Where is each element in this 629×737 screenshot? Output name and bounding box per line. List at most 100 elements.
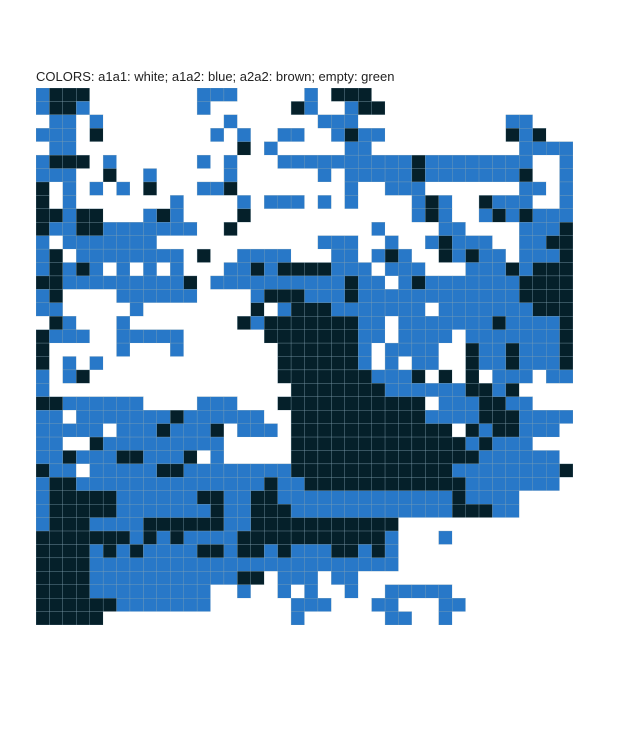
grid-cell-a1a1-white	[197, 450, 211, 464]
grid-cell-a1a2-blue	[89, 410, 104, 424]
grid-cell-a1a1-white	[492, 114, 506, 129]
grid-cell-a1a1-white	[36, 141, 50, 156]
grid-cell-a2a2-brown	[465, 383, 480, 397]
grid-cell-a2a2-brown	[331, 342, 345, 357]
grid-cell-a2a2-brown	[398, 423, 413, 438]
grid-cell-a1a1-white	[519, 544, 533, 558]
grid-cell-a1a2-blue	[384, 262, 399, 277]
grid-cell-a1a2-blue	[438, 289, 453, 303]
grid-cell-a1a1-white	[129, 383, 144, 397]
grid-cell-a2a2-brown	[277, 396, 292, 411]
grid-cell-a1a2-blue	[62, 423, 77, 438]
grid-cell-a1a2-blue	[398, 504, 413, 518]
grid-cell-a2a2-brown	[344, 342, 359, 357]
grid-cell-a2a2-brown	[89, 436, 104, 451]
grid-cell-a1a1-white	[76, 128, 90, 142]
grid-cell-a1a1-white	[183, 383, 198, 397]
grid-cell-a2a2-brown	[559, 235, 573, 250]
grid-cell-a1a2-blue	[143, 597, 157, 612]
grid-cell-a1a2-blue	[223, 517, 238, 532]
grid-cell-a1a2-blue	[398, 342, 413, 357]
grid-cell-a1a2-blue	[277, 571, 292, 585]
grid-cell-a1a1-white	[277, 181, 292, 196]
grid-cell-a2a2-brown	[545, 262, 560, 277]
grid-cell-a1a1-white	[264, 437, 278, 451]
grid-cell-a1a1-white	[250, 155, 265, 169]
grid-cell-a1a2-blue	[371, 302, 386, 317]
grid-cell-a1a2-blue	[505, 275, 520, 290]
grid-cell-a1a1-white	[103, 101, 117, 115]
grid-cell-a1a2-blue	[344, 195, 359, 209]
grid-cell-a1a1-white	[156, 302, 171, 317]
grid-cell-a2a2-brown	[358, 517, 372, 532]
grid-cell-a1a2-blue	[304, 597, 319, 612]
grid-cell-a1a1-white	[197, 316, 211, 330]
grid-cell-a1a2-blue	[425, 168, 439, 183]
grid-cell-a1a2-blue	[532, 450, 547, 465]
grid-cell-a1a1-white	[250, 598, 265, 612]
grid-cell-a2a2-brown	[49, 101, 64, 116]
grid-cell-a1a2-blue	[492, 450, 507, 465]
grid-cell-a1a1-white	[559, 598, 573, 612]
grid-cell-a1a2-blue	[519, 248, 533, 263]
grid-cell-a1a2-blue	[452, 463, 466, 478]
grid-cell-a1a2-blue	[331, 302, 345, 317]
grid-cell-a2a2-brown	[532, 289, 547, 303]
grid-cell-a1a1-white	[156, 235, 171, 250]
grid-cell-a1a1-white	[438, 181, 453, 196]
grid-cell-a1a2-blue	[290, 154, 305, 169]
grid-cell-a2a2-brown	[411, 423, 426, 438]
grid-cell-a1a1-white	[264, 369, 278, 384]
grid-cell-a1a1-white	[89, 302, 104, 317]
grid-cell-a1a2-blue	[505, 316, 520, 330]
grid-cell-a1a2-blue	[545, 356, 560, 371]
grid-cell-a1a2-blue	[331, 557, 345, 572]
grid-cell-a1a1-white	[103, 181, 117, 196]
grid-cell-a1a2-blue	[465, 477, 480, 491]
grid-cell-a1a2-blue	[559, 181, 573, 196]
grid-cell-a1a2-blue	[89, 275, 104, 290]
grid-cell-a2a2-brown	[264, 490, 278, 505]
grid-cell-a2a2-brown	[371, 101, 386, 116]
grid-cell-a1a2-blue	[532, 477, 547, 491]
grid-cell-a1a2-blue	[478, 329, 493, 344]
grid-cell-a1a1-white	[411, 222, 426, 236]
grid-cell-a2a2-brown	[384, 517, 399, 532]
grid-cell-a1a2-blue	[129, 302, 144, 317]
grid-cell-a2a2-brown	[384, 410, 399, 424]
grid-cell-a1a1-white	[385, 329, 399, 344]
grid-cell-a1a1-white	[89, 316, 104, 330]
grid-cell-a1a1-white	[237, 235, 251, 250]
grid-cell-a1a2-blue	[156, 530, 171, 545]
grid-cell-a1a2-blue	[89, 396, 104, 411]
grid-cell-a2a2-brown	[290, 517, 305, 532]
grid-cell-a1a1-white	[264, 222, 278, 236]
grid-cell-a1a1-white	[170, 141, 184, 156]
grid-cell-a1a2-blue	[559, 410, 573, 424]
grid-cell-a1a2-blue	[425, 410, 439, 424]
grid-cell-a1a2-blue	[478, 289, 493, 303]
grid-cell-a1a1-white	[398, 88, 412, 102]
grid-cell-a2a2-brown	[304, 302, 319, 317]
grid-cell-a1a2-blue	[344, 154, 359, 169]
grid-cell-a2a2-brown	[196, 517, 211, 532]
grid-cell-a1a1-white	[291, 208, 305, 223]
grid-cell-a2a2-brown	[76, 597, 90, 612]
grid-cell-a1a1-white	[425, 128, 439, 142]
grid-cell-a1a2-blue	[505, 450, 520, 465]
grid-cell-a2a2-brown	[49, 477, 64, 491]
grid-cell-a2a2-brown	[438, 450, 453, 465]
grid-cell-a1a2-blue	[143, 571, 157, 585]
grid-cell-a1a2-blue	[170, 208, 184, 223]
grid-cell-a1a1-white	[559, 114, 573, 129]
grid-cell-a2a2-brown	[36, 195, 50, 209]
grid-cell-a2a2-brown	[317, 396, 332, 411]
grid-cell-a1a2-blue	[505, 436, 520, 451]
grid-cell-a1a2-blue	[36, 128, 50, 142]
grid-cell-a1a2-blue	[89, 235, 104, 250]
grid-cell-a1a2-blue	[250, 248, 265, 263]
grid-cell-a1a1-white	[465, 88, 480, 102]
grid-cell-a2a2-brown	[76, 222, 90, 236]
grid-cell-a1a1-white	[197, 369, 211, 384]
grid-cell-a1a1-white	[129, 128, 144, 142]
